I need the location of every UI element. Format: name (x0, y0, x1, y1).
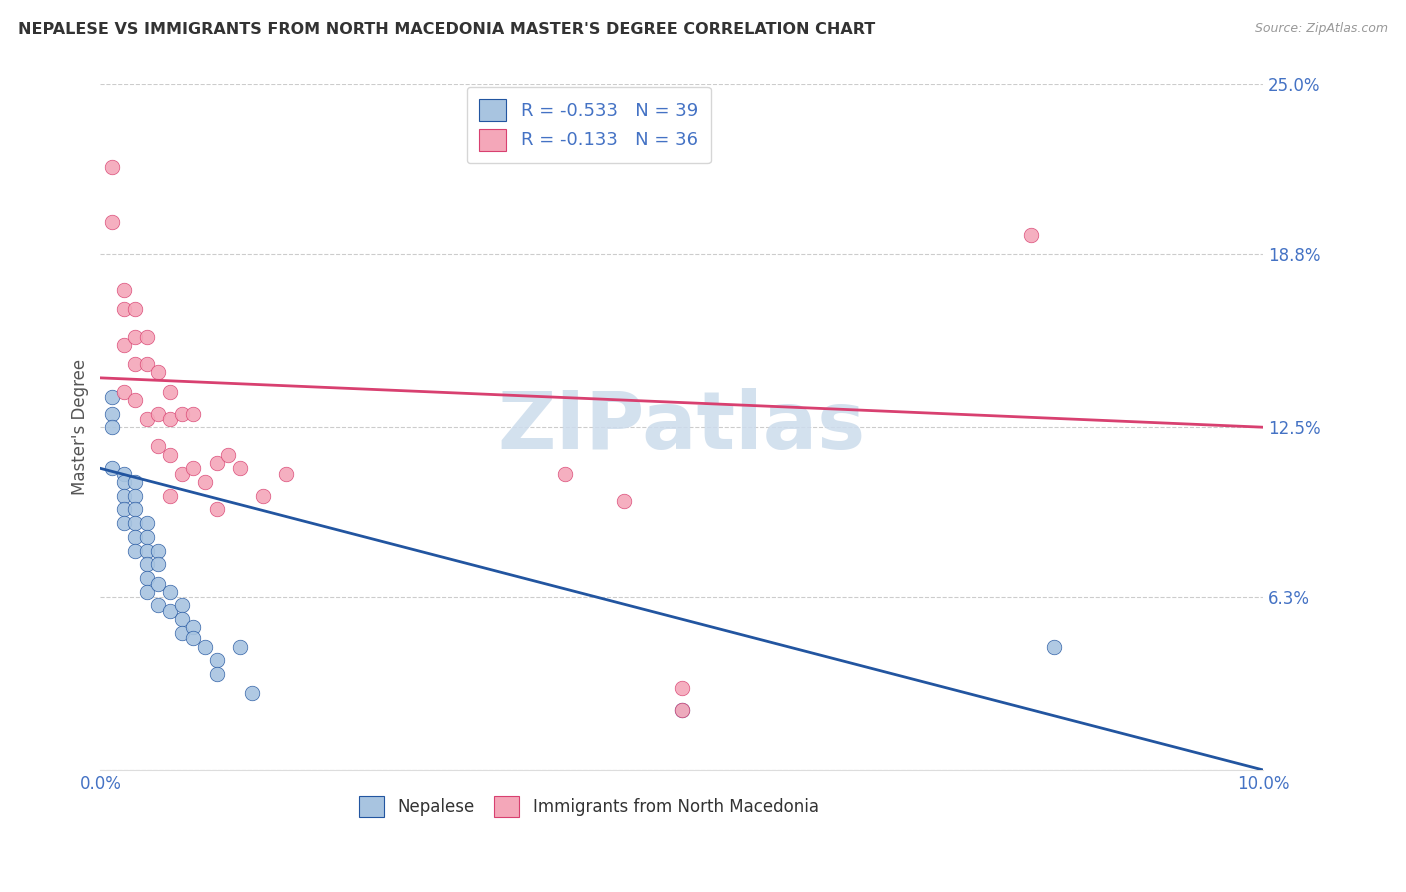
Text: Source: ZipAtlas.com: Source: ZipAtlas.com (1254, 22, 1388, 36)
Point (159, 448, 181, 462)
Point (135, 558, 157, 572)
Point (554, 467, 576, 481)
Point (183, 620, 205, 634)
Point (135, 412, 157, 426)
Point (101, 214, 124, 228)
Point (101, 461, 124, 475)
Point (112, 283, 135, 297)
Point (148, 576, 170, 591)
Point (124, 302, 146, 317)
Point (170, 407, 193, 421)
Point (170, 626, 193, 640)
Point (671, 681, 693, 695)
Point (101, 160, 124, 174)
Point (148, 558, 170, 572)
Point (671, 703, 693, 717)
Point (194, 640, 217, 654)
Point (135, 357, 157, 371)
Point (112, 302, 135, 317)
Point (135, 516, 157, 531)
Point (148, 599, 170, 613)
Point (101, 420, 124, 434)
Point (112, 384, 135, 399)
Point (135, 571, 157, 585)
Point (112, 502, 135, 516)
Point (148, 543, 170, 558)
Point (170, 612, 193, 626)
Legend: Nepalese, Immigrants from North Macedonia: Nepalese, Immigrants from North Macedoni… (352, 789, 825, 823)
Point (276, 467, 298, 481)
Point (124, 392, 146, 407)
Point (613, 494, 636, 508)
Point (135, 584, 157, 599)
Point (205, 456, 228, 470)
Point (1019, 228, 1042, 243)
Point (148, 439, 170, 453)
Point (159, 489, 181, 503)
Point (124, 329, 146, 343)
Point (112, 475, 135, 489)
Point (183, 407, 205, 421)
Point (148, 365, 170, 379)
Point (112, 516, 135, 531)
Point (252, 489, 274, 503)
Point (205, 502, 228, 516)
Point (124, 475, 146, 489)
Point (135, 530, 157, 544)
Point (159, 384, 181, 399)
Point (205, 653, 228, 667)
Point (112, 489, 135, 503)
Point (101, 390, 124, 404)
Point (124, 502, 146, 516)
Point (135, 543, 157, 558)
Point (159, 412, 181, 426)
Point (124, 357, 146, 371)
Y-axis label: Master's Degree: Master's Degree (72, 359, 89, 495)
Point (112, 338, 135, 352)
Point (1043, 640, 1066, 654)
Point (217, 448, 239, 462)
Point (135, 329, 157, 343)
Point (240, 686, 263, 700)
Point (183, 632, 205, 646)
Point (229, 461, 252, 475)
Point (194, 475, 217, 489)
Point (124, 489, 146, 503)
Point (183, 461, 205, 475)
Point (205, 667, 228, 681)
Point (124, 543, 146, 558)
Point (170, 599, 193, 613)
Point (159, 584, 181, 599)
Text: ZIPatlas: ZIPatlas (498, 388, 866, 467)
Point (148, 407, 170, 421)
Point (112, 467, 135, 481)
Point (671, 703, 693, 717)
Point (170, 467, 193, 481)
Point (159, 604, 181, 618)
Point (124, 516, 146, 531)
Point (124, 530, 146, 544)
Point (101, 407, 124, 421)
Point (229, 640, 252, 654)
Text: NEPALESE VS IMMIGRANTS FROM NORTH MACEDONIA MASTER'S DEGREE CORRELATION CHART: NEPALESE VS IMMIGRANTS FROM NORTH MACEDO… (18, 22, 876, 37)
